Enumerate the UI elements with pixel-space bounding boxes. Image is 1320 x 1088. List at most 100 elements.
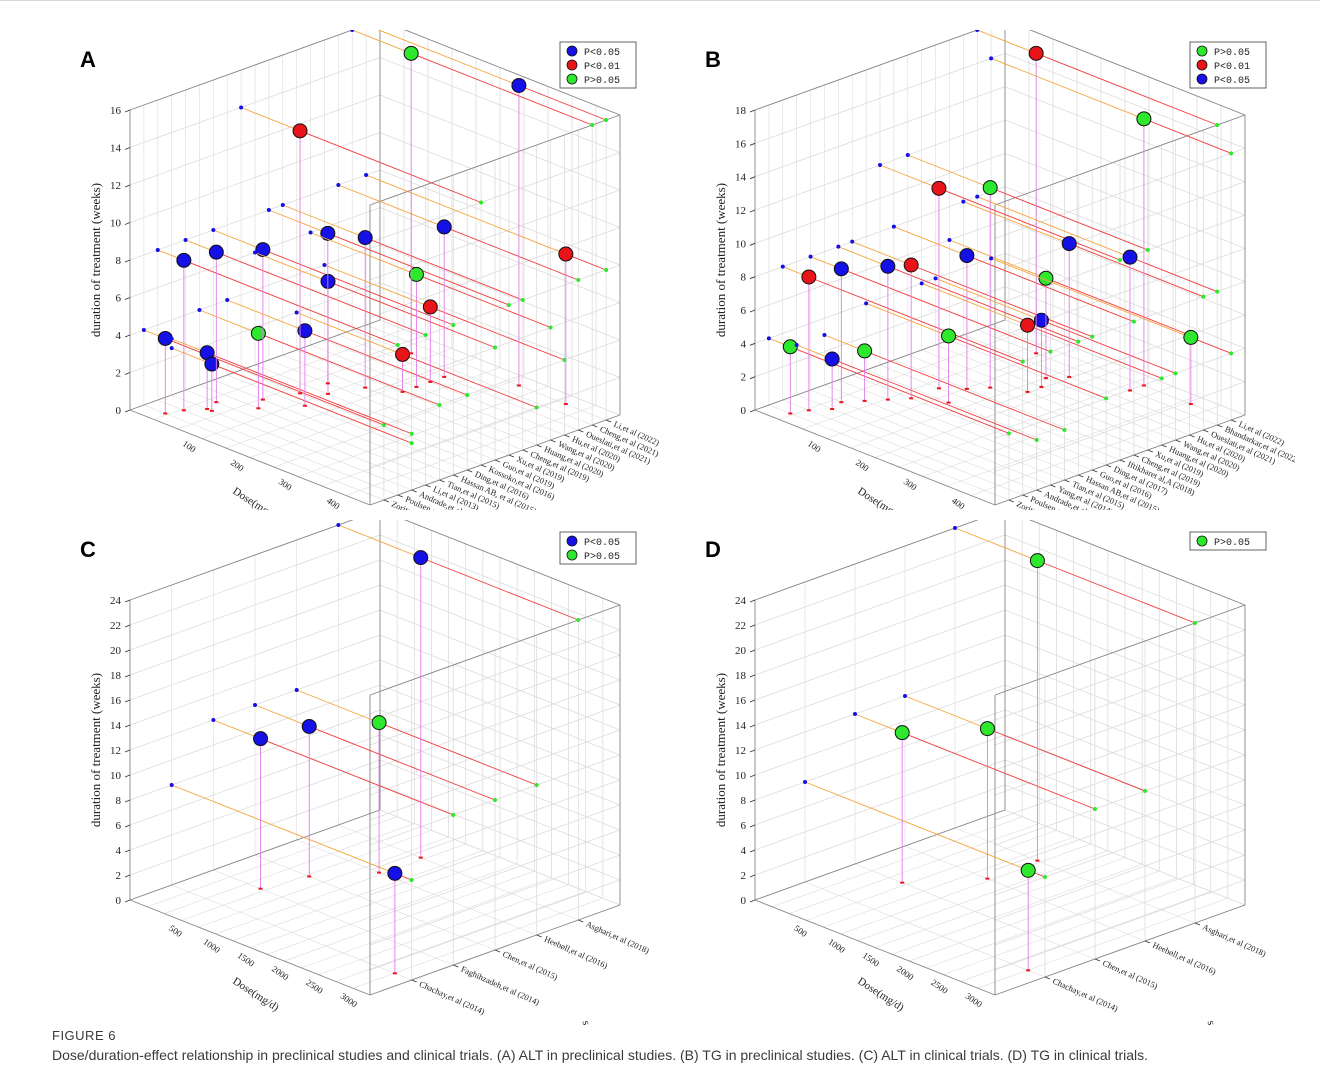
grid-line bbox=[892, 864, 1143, 955]
grid-line bbox=[754, 534, 1006, 626]
wall-dot bbox=[350, 30, 355, 32]
grid-line bbox=[994, 754, 1246, 846]
point-marker-green bbox=[1029, 553, 1045, 569]
wall-dot bbox=[891, 224, 896, 229]
projection-line bbox=[377, 30, 520, 86]
legend-marker-green bbox=[566, 549, 578, 561]
wall-dot bbox=[409, 878, 414, 882]
wall-dot bbox=[308, 230, 313, 235]
legend-label: P>0.05 bbox=[584, 552, 620, 563]
point-marker-green bbox=[894, 725, 910, 741]
z-tick bbox=[749, 309, 756, 313]
floor-marker bbox=[516, 384, 521, 387]
z-tick-label: 24 bbox=[110, 595, 122, 607]
z-tick bbox=[749, 176, 756, 180]
z-tick bbox=[749, 749, 756, 753]
wall-dot bbox=[1159, 376, 1164, 381]
data-point bbox=[933, 276, 1178, 388]
axis-frame bbox=[129, 319, 381, 411]
x-tick-label: 100 bbox=[181, 438, 198, 454]
study-tick bbox=[1092, 469, 1098, 473]
z-tick-label: 20 bbox=[735, 645, 747, 657]
data-point bbox=[878, 163, 1122, 390]
z-axis-label: duration of treatment (weeks) bbox=[713, 183, 728, 337]
wall-dot bbox=[850, 239, 855, 244]
point-marker-red bbox=[931, 180, 947, 196]
projection-line bbox=[949, 239, 1047, 279]
grid-line bbox=[994, 779, 1246, 871]
projection-line bbox=[296, 689, 380, 724]
projection-line bbox=[977, 30, 1037, 54]
data-point bbox=[961, 199, 1206, 378]
data-point bbox=[155, 248, 400, 412]
projection-line bbox=[310, 232, 417, 275]
wall-dot bbox=[1043, 875, 1047, 879]
grid-line bbox=[232, 850, 483, 941]
data-point bbox=[975, 30, 1220, 355]
study-tick bbox=[480, 464, 487, 468]
point-marker-green bbox=[250, 325, 266, 341]
wall-dot bbox=[1048, 349, 1053, 354]
x-tick-label: 400 bbox=[325, 495, 342, 510]
projection-line bbox=[1129, 256, 1218, 293]
floor-marker bbox=[214, 401, 219, 404]
projection-line bbox=[790, 346, 1010, 434]
axis-frame bbox=[404, 520, 621, 606]
grid-line bbox=[840, 843, 1091, 935]
floor-marker bbox=[830, 408, 835, 411]
projection-line bbox=[1143, 118, 1232, 154]
z-tick bbox=[749, 774, 756, 778]
study-tick bbox=[397, 494, 403, 498]
projection-line bbox=[430, 306, 565, 361]
z-tick-label: 10 bbox=[735, 238, 747, 250]
z-tick bbox=[124, 774, 131, 778]
point-marker-green bbox=[408, 266, 424, 282]
point-marker-green bbox=[1020, 862, 1036, 878]
wall-dot bbox=[451, 323, 456, 327]
projection-line bbox=[990, 187, 1148, 251]
floor-marker bbox=[988, 386, 993, 389]
point-marker-red bbox=[292, 123, 308, 139]
projection-line bbox=[990, 257, 1192, 338]
legend-marker-green bbox=[1196, 45, 1208, 57]
study-tick bbox=[1133, 454, 1140, 458]
floor-marker bbox=[563, 403, 568, 406]
grid-line bbox=[754, 584, 1006, 676]
data-point bbox=[169, 783, 414, 975]
z-tick bbox=[749, 599, 756, 603]
z-tick bbox=[124, 184, 131, 188]
grid-line bbox=[857, 850, 1108, 941]
grid-line bbox=[754, 709, 1006, 801]
floor-marker bbox=[260, 398, 265, 401]
data-point bbox=[919, 281, 1164, 393]
z-axis-label: duration of treatment (weeks) bbox=[88, 673, 103, 827]
legend: P<0.05 P>0.05 bbox=[559, 531, 637, 565]
z-tick bbox=[124, 874, 131, 878]
x-tick-label: 1000 bbox=[201, 937, 222, 956]
grid-line bbox=[994, 654, 1246, 746]
point-marker-red bbox=[1028, 45, 1044, 61]
study-label: Asghari,et al (2018) bbox=[585, 919, 652, 956]
projection-line bbox=[902, 732, 1096, 810]
x-tick-label: 500 bbox=[167, 923, 184, 939]
study-tick bbox=[550, 439, 556, 443]
study-label: Chen,et al (2015) bbox=[1101, 958, 1159, 991]
legend-label: P>0.05 bbox=[1214, 538, 1250, 549]
chart-svg: B 0 2 4 6 8 10 12 14 16 18 duration of treatment (w… bbox=[705, 30, 1295, 510]
wall-dot bbox=[803, 780, 807, 784]
grid-line bbox=[335, 891, 586, 982]
y-axis-label: study bbox=[1205, 1019, 1223, 1025]
wall-dot bbox=[1093, 807, 1097, 811]
data-point bbox=[953, 526, 1197, 862]
z-tick-label: 12 bbox=[110, 745, 121, 757]
wall-dot bbox=[169, 336, 174, 341]
z-tick-label: 0 bbox=[741, 895, 747, 907]
projection-line bbox=[1037, 560, 1196, 624]
projection-line bbox=[831, 358, 1037, 441]
wall-dot bbox=[1090, 334, 1095, 339]
z-tick-label: 18 bbox=[735, 105, 747, 117]
data-point bbox=[211, 228, 456, 401]
wall-dot bbox=[465, 393, 470, 397]
study-label: Heebøll,et al (2016) bbox=[1151, 940, 1218, 977]
point-marker-blue bbox=[436, 219, 452, 235]
